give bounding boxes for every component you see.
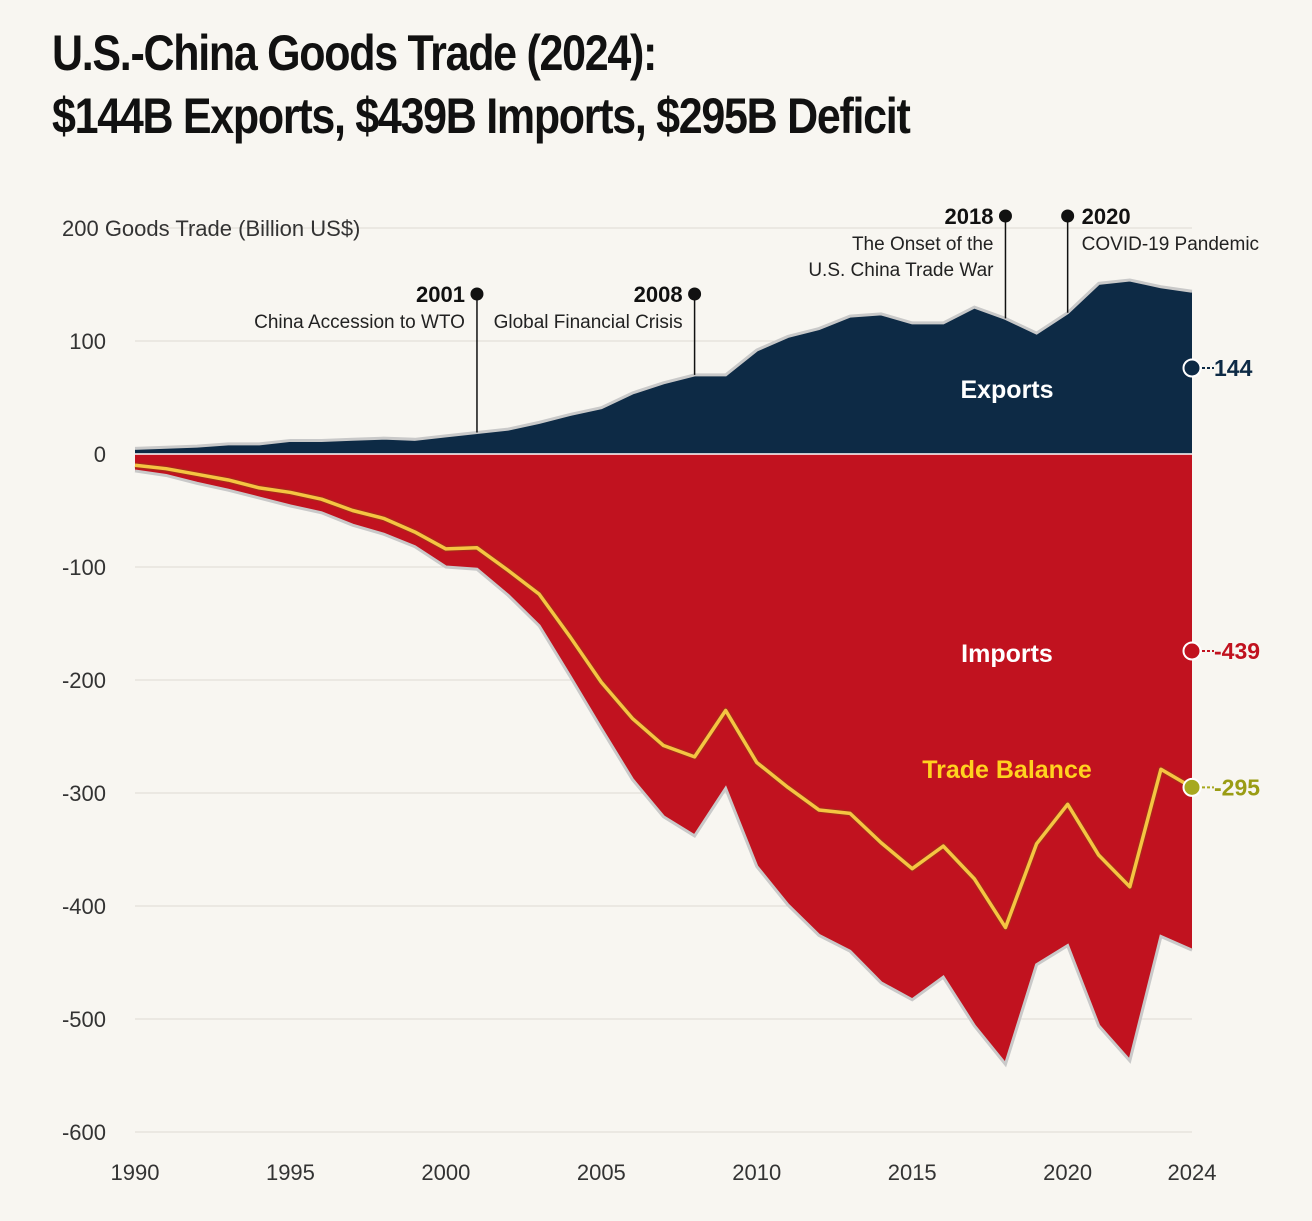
end-dot-imports — [1182, 641, 1202, 661]
balance-line — [134, 463, 1193, 930]
lines — [134, 453, 1194, 931]
annotation-2018: 2018 The Onset of the U.S. China Trade War — [808, 204, 1012, 319]
axis-ticks: 200 Goods Trade (Billion US$) 100 0 -100 -20… — [62, 216, 1217, 1185]
annotation-text-2018-0: The Onset of the — [852, 234, 994, 255]
annotation-2008: 2008 Global Financial Crisis — [494, 282, 702, 375]
annotation-year-2008: 2008 — [634, 282, 683, 307]
exports-label: Exports — [960, 376, 1053, 404]
chart-title: U.S.-China Goods Trade (2024): $144B Exp… — [52, 22, 911, 148]
end-value-exports: 144 — [1214, 355, 1253, 381]
annotation-text-2001-0: China Accession to WTO — [254, 312, 465, 333]
y-tick--500: -500 — [62, 1007, 106, 1032]
annotation-2020: 2020 COVID-19 Pandemic — [1061, 204, 1259, 313]
annotation-2001: 2001 China Accession to WTO — [254, 282, 484, 433]
annotation-year-2020: 2020 — [1082, 204, 1131, 229]
exports-outline — [134, 278, 1193, 450]
y-axis-label: 200 Goods Trade (Billion US$) — [62, 216, 360, 241]
annotation-dot-2018 — [998, 209, 1012, 223]
end-marker-exports: 144 — [1182, 355, 1253, 381]
balance-label: Trade Balance — [922, 756, 1092, 784]
annotation-dot-2001 — [470, 287, 484, 301]
x-tick-2015: 2015 — [888, 1160, 937, 1185]
end-marker-balance: -295 — [1182, 774, 1260, 800]
title-line-2: $144B Exports, $439B Imports, $295B Defi… — [52, 88, 911, 144]
y-tick-100: 100 — [69, 329, 106, 354]
areas — [134, 278, 1193, 1068]
annotation-year-2001: 2001 — [416, 282, 465, 307]
imports-outline — [134, 469, 1193, 1068]
y-tick--300: -300 — [62, 781, 106, 806]
annotation-text-2008-0: Global Financial Crisis — [494, 312, 683, 333]
x-tick-2024: 2024 — [1168, 1160, 1217, 1185]
end-dot-exports — [1182, 358, 1202, 378]
end-marker-imports: -439 — [1182, 638, 1260, 664]
annotation-year-2018: 2018 — [945, 204, 994, 229]
y-tick--100: -100 — [62, 555, 106, 580]
series-labels: Exports Imports Trade Balance 144 -439 -295 — [922, 355, 1260, 800]
x-tick-1995: 1995 — [266, 1160, 315, 1185]
annotation-text-2020-0: COVID-19 Pandemic — [1082, 234, 1259, 255]
imports-label: Imports — [961, 640, 1053, 668]
x-tick-2020: 2020 — [1043, 1160, 1092, 1185]
y-tick-0: 0 — [94, 442, 106, 467]
end-value-imports: -439 — [1214, 638, 1260, 664]
y-tick--200: -200 — [62, 668, 106, 693]
end-value-balance: -295 — [1214, 774, 1260, 800]
x-tick-2000: 2000 — [421, 1160, 470, 1185]
y-tick--600: -600 — [62, 1120, 106, 1145]
title-line-1: U.S.-China Goods Trade (2024): — [52, 25, 657, 81]
annotation-dot-2008 — [688, 287, 702, 301]
y-tick--400: -400 — [62, 894, 106, 919]
annotation-text-2018-1: U.S. China Trade War — [808, 260, 994, 281]
annotation-dot-2020 — [1061, 209, 1075, 223]
end-dot-balance — [1182, 777, 1202, 797]
x-tick-2005: 2005 — [577, 1160, 626, 1185]
annotations: 2001 China Accession to WTO 2008 Global Fin… — [254, 204, 1259, 433]
x-tick-1990: 1990 — [111, 1160, 160, 1185]
imports-area — [135, 454, 1192, 1065]
x-tick-2010: 2010 — [732, 1160, 781, 1185]
